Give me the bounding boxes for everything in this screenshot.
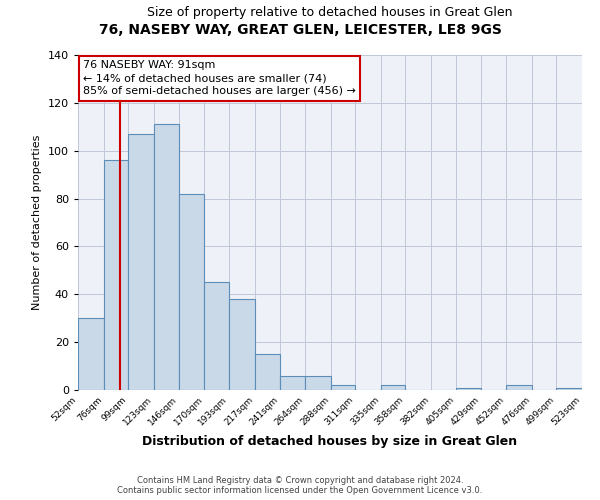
Bar bbox=[78, 318, 104, 390]
Bar bbox=[104, 160, 128, 390]
Bar bbox=[229, 299, 254, 390]
Bar bbox=[204, 282, 229, 390]
Bar bbox=[254, 354, 280, 390]
Bar bbox=[331, 385, 355, 390]
Bar bbox=[128, 134, 154, 390]
Bar bbox=[154, 124, 179, 390]
Bar bbox=[456, 388, 481, 390]
Text: 76, NASEBY WAY, GREAT GLEN, LEICESTER, LE8 9GS: 76, NASEBY WAY, GREAT GLEN, LEICESTER, L… bbox=[98, 22, 502, 36]
Text: 76 NASEBY WAY: 91sqm
← 14% of detached houses are smaller (74)
85% of semi-detac: 76 NASEBY WAY: 91sqm ← 14% of detached h… bbox=[83, 60, 356, 96]
Text: Contains HM Land Registry data © Crown copyright and database right 2024.
Contai: Contains HM Land Registry data © Crown c… bbox=[118, 476, 482, 495]
Bar bbox=[381, 385, 406, 390]
Bar bbox=[280, 376, 305, 390]
Title: Size of property relative to detached houses in Great Glen: Size of property relative to detached ho… bbox=[147, 6, 513, 19]
Bar bbox=[305, 376, 331, 390]
Bar bbox=[556, 388, 582, 390]
Bar bbox=[179, 194, 204, 390]
Y-axis label: Number of detached properties: Number of detached properties bbox=[32, 135, 42, 310]
Bar bbox=[506, 385, 532, 390]
X-axis label: Distribution of detached houses by size in Great Glen: Distribution of detached houses by size … bbox=[142, 436, 518, 448]
